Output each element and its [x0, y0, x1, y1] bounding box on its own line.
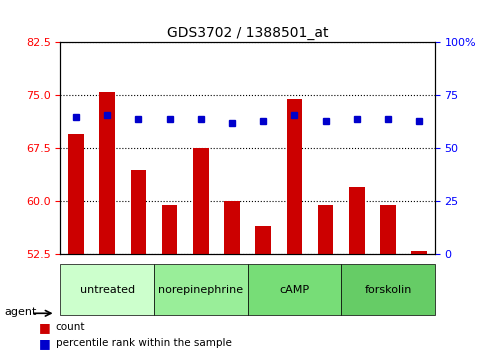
FancyBboxPatch shape: [60, 264, 154, 315]
Bar: [318, 205, 333, 255]
Bar: [162, 205, 177, 255]
Bar: [380, 205, 396, 255]
Bar: [349, 187, 365, 255]
Text: ■: ■: [39, 337, 50, 350]
FancyBboxPatch shape: [154, 264, 247, 315]
Text: percentile rank within the sample: percentile rank within the sample: [56, 338, 231, 348]
Bar: [193, 148, 209, 255]
FancyBboxPatch shape: [341, 264, 435, 315]
Text: agent: agent: [5, 307, 37, 316]
Bar: [256, 226, 271, 255]
Text: ■: ■: [39, 321, 50, 334]
Text: count: count: [56, 322, 85, 332]
Bar: [286, 99, 302, 255]
Bar: [68, 135, 84, 255]
Bar: [224, 201, 240, 255]
Text: norepinephrine: norepinephrine: [158, 285, 243, 295]
Bar: [130, 170, 146, 255]
Text: forskolin: forskolin: [364, 285, 412, 295]
Bar: [99, 92, 115, 255]
Title: GDS3702 / 1388501_at: GDS3702 / 1388501_at: [167, 26, 328, 40]
Text: cAMP: cAMP: [279, 285, 310, 295]
Text: untreated: untreated: [80, 285, 135, 295]
Bar: [412, 251, 427, 255]
FancyBboxPatch shape: [247, 264, 341, 315]
